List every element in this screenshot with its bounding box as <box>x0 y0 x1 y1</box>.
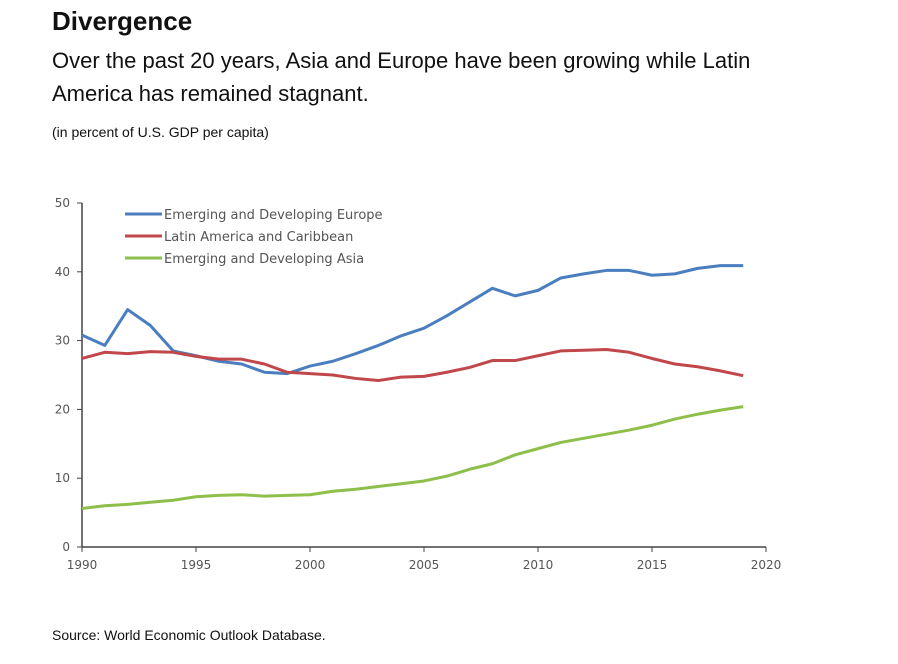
series-line-1 <box>81 348 744 383</box>
legend-label: Latin America and Caribbean <box>164 230 353 245</box>
legend-label: Emerging and Developing Asia <box>164 252 364 267</box>
chart-title: Divergence <box>52 6 193 36</box>
unit-note: (in percent of U.S. GDP per capita) <box>52 124 269 140</box>
y-tick-label: 20 <box>55 402 70 416</box>
y-tick-label: 40 <box>55 265 70 279</box>
x-tick-label: 2000 <box>295 558 326 572</box>
y-tick-label: 50 <box>55 196 70 210</box>
x-tick-label: 2010 <box>523 558 554 572</box>
y-tick-label: 10 <box>55 471 70 485</box>
source-note: Source: World Economic Outlook Database. <box>52 627 326 643</box>
x-tick-label: 2005 <box>409 558 440 572</box>
x-tick-label: 2020 <box>751 558 782 572</box>
y-tick-label: 30 <box>55 334 70 348</box>
legend-label: Emerging and Developing Europe <box>164 208 383 223</box>
x-tick-label: 1990 <box>67 558 98 572</box>
x-tick-label: 1995 <box>181 558 212 572</box>
x-tick-label: 2015 <box>637 558 668 572</box>
series-line-2 <box>81 405 744 510</box>
y-tick-label: 0 <box>62 540 70 554</box>
chart-subtitle: Over the past 20 years, Asia and Europe … <box>52 48 751 106</box>
